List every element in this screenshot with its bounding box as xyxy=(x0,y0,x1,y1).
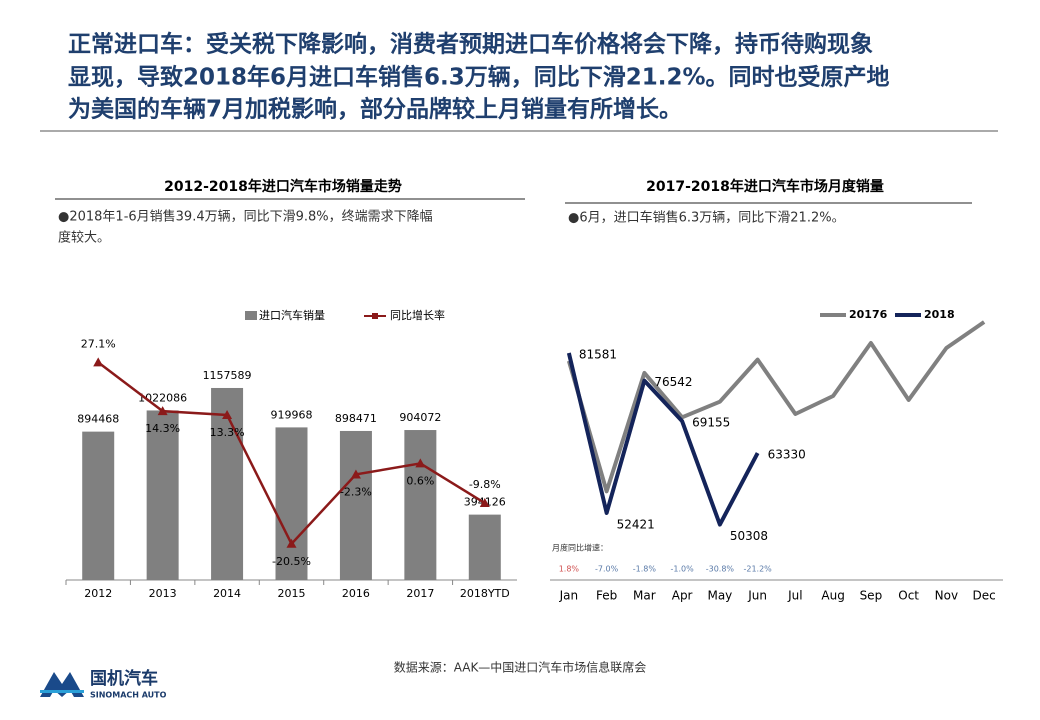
marker xyxy=(415,458,426,468)
x-tick-label: 2018YTD xyxy=(460,587,510,600)
heading: 显现，导致2018年6月进口车销售6.3万辆，同比下滑21.2%。同时也受原产地 xyxy=(68,64,890,91)
legend-marker xyxy=(372,313,378,319)
data-label: 14.3% xyxy=(145,422,180,435)
chart-title: 2017-2018年进口汽车市场月度销量 xyxy=(646,178,884,195)
x-tick-label: Jul xyxy=(787,589,802,603)
x-tick-label: Sep xyxy=(860,589,883,603)
x-tick-label: Nov xyxy=(935,589,958,603)
data-label: 0.6% xyxy=(406,474,434,487)
data-label: 919968 xyxy=(271,408,313,421)
logo-sub: SINOMACH AUTO xyxy=(90,691,167,700)
marker xyxy=(93,357,104,367)
data-label: 1157589 xyxy=(203,369,252,382)
growth-label: -30.8% xyxy=(706,565,735,574)
growth-label: -21.2% xyxy=(743,565,772,574)
data-label: 52421 xyxy=(617,517,655,531)
x-tick-label: Feb xyxy=(596,589,617,603)
data-label: 69155 xyxy=(692,416,730,430)
growth-label: -7.0% xyxy=(595,565,619,574)
x-tick-label: Mar xyxy=(633,589,656,603)
data-label: -2.3% xyxy=(340,485,372,498)
growth-label: 1.8% xyxy=(559,565,580,574)
marker xyxy=(157,406,168,416)
chart-title: 2012-2018年进口汽车市场销量走势 xyxy=(164,178,402,195)
bar xyxy=(82,431,115,580)
data-label: -9.8% xyxy=(469,478,501,491)
x-tick-label: Dec xyxy=(973,589,996,603)
legend-label: 2018 xyxy=(924,308,955,321)
x-tick-label: 2014 xyxy=(213,587,241,600)
x-tick-label: 2012 xyxy=(84,587,112,600)
growth-title: 月度同比增速： xyxy=(552,543,608,553)
source: 数据来源：AAK—中国进口汽车市场信息联席会 xyxy=(394,660,647,675)
x-tick-label: 2017 xyxy=(406,587,434,600)
logo-icon xyxy=(40,672,84,697)
data-label: 81581 xyxy=(579,347,617,361)
heading: 正常进口车：受关税下降影响，消费者预期进口车价格将会下降，持币待购现象 xyxy=(68,31,873,58)
line xyxy=(566,320,986,494)
legend-swatch xyxy=(245,311,257,320)
x-tick-label: 2013 xyxy=(149,587,177,600)
bar xyxy=(404,430,437,580)
data-label: -20.5% xyxy=(272,555,311,568)
legend-label: 20176 xyxy=(849,308,888,321)
marker xyxy=(222,409,233,419)
growth-label: -1.0% xyxy=(671,565,695,574)
marker xyxy=(286,538,297,548)
logo-name: 国机汽车 xyxy=(90,668,158,689)
bar xyxy=(339,430,372,580)
legend-label: 进口汽车销量 xyxy=(259,308,325,322)
data-label: 898471 xyxy=(335,412,377,425)
marker xyxy=(350,469,361,479)
bar xyxy=(146,410,179,580)
bullet: 度较大。 xyxy=(58,230,110,246)
growth-label: -1.8% xyxy=(633,565,657,574)
bullet: ●6月，进口车销售6.3万辆，同比下滑21.2%。 xyxy=(568,210,845,226)
x-tick-label: 2015 xyxy=(278,587,306,600)
data-label: 13.3% xyxy=(210,426,245,439)
bullet: ●2018年1-6月销售39.4万辆，同比下滑9.8%，终端需求下降幅 xyxy=(58,209,433,225)
data-label: 27.1% xyxy=(81,337,116,350)
x-tick-label: May xyxy=(707,589,732,603)
legend-label: 同比增长率 xyxy=(390,308,445,322)
data-label: 76542 xyxy=(654,375,692,389)
logo-stripe xyxy=(40,690,84,693)
data-label: 904072 xyxy=(399,411,441,424)
line xyxy=(566,352,760,527)
data-label: 63330 xyxy=(768,448,806,462)
marker xyxy=(479,498,490,508)
x-tick-label: Jun xyxy=(747,589,767,603)
bar xyxy=(275,427,308,580)
heading: 为美国的车辆7月加税影响，部分品牌较上月销量有所增长。 xyxy=(68,96,682,123)
x-tick-label: Oct xyxy=(898,589,919,603)
data-label: 50308 xyxy=(730,529,768,543)
bar xyxy=(468,514,501,580)
x-tick-label: 2016 xyxy=(342,587,370,600)
x-tick-label: Aug xyxy=(821,589,844,603)
data-label: 894468 xyxy=(77,413,119,426)
bar xyxy=(211,387,244,580)
x-tick-label: Jan xyxy=(559,589,579,603)
x-tick-label: Apr xyxy=(672,589,693,603)
